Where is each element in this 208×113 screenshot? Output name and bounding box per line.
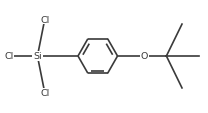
- Text: Cl: Cl: [5, 52, 14, 61]
- Text: Cl: Cl: [40, 88, 49, 97]
- Text: Si: Si: [33, 52, 42, 61]
- Text: O: O: [141, 52, 148, 61]
- Text: Cl: Cl: [40, 16, 49, 25]
